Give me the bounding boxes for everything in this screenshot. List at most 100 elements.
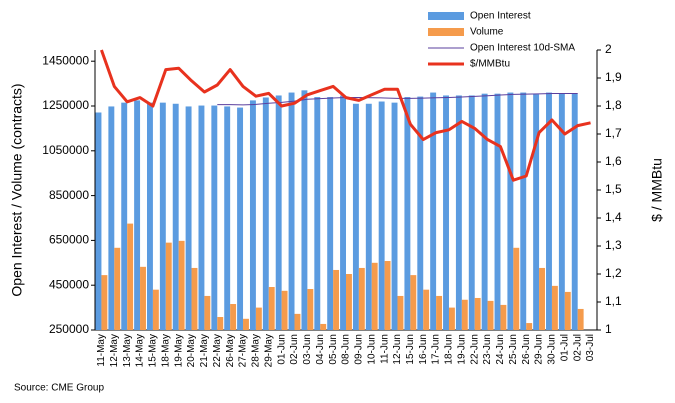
x-tick-label: 03-Jun <box>302 334 313 365</box>
bar <box>320 323 327 330</box>
bar <box>448 307 455 330</box>
x-tick-label: 22-Jun <box>469 334 480 365</box>
bar <box>500 304 507 330</box>
x-tick-label: 12-Jun <box>392 334 403 365</box>
bar <box>507 92 514 330</box>
bar <box>101 275 108 330</box>
bar <box>423 289 430 330</box>
y2-tick-label: 2 <box>605 42 612 56</box>
y2-tick-label: 1,6 <box>605 154 622 168</box>
bar <box>365 103 372 330</box>
x-tick-label: 18-Jun <box>444 334 455 365</box>
bar <box>288 92 295 330</box>
bar <box>384 261 391 330</box>
y2-tick-label: 1,7 <box>605 126 622 140</box>
bar <box>307 289 314 330</box>
x-tick-label: 30-Jun <box>547 334 558 365</box>
bar <box>443 95 449 330</box>
bar <box>230 304 237 330</box>
bar <box>294 313 301 330</box>
x-tick-label: 15-Jun <box>405 334 416 365</box>
x-tick-label: 28-May <box>251 334 262 367</box>
x-tick-label: 11-Jun <box>379 334 390 364</box>
y2-tick-label: 1,9 <box>605 70 622 84</box>
bar <box>404 97 411 330</box>
bar <box>121 102 128 330</box>
x-tick-label: 16-Jun <box>418 334 429 365</box>
bar <box>159 102 166 330</box>
y2-tick-label: 1,3 <box>605 238 622 252</box>
bar <box>391 102 398 330</box>
line <box>100 49 591 182</box>
x-tick-label: 21-May <box>199 334 210 367</box>
x-tick-label: 12-May <box>109 334 120 367</box>
bar <box>147 102 153 330</box>
bar <box>371 262 378 330</box>
x-tick-label: 11-May <box>96 334 107 367</box>
x-tick-label: 18-May <box>160 334 171 367</box>
y2-tick-label: 1 <box>605 322 612 336</box>
bar <box>577 308 584 330</box>
y-tick-label: 250000 <box>49 322 89 336</box>
legend-label: Open Interest <box>470 11 531 22</box>
x-tick-label: 10-Jun <box>366 334 377 365</box>
y-tick-label: 1450000 <box>42 53 89 67</box>
bar <box>204 295 211 330</box>
bar <box>165 242 172 330</box>
bar <box>140 266 146 330</box>
bar <box>513 247 520 330</box>
bar <box>564 291 571 330</box>
y2-tick-label: 1,5 <box>605 182 622 196</box>
bar <box>455 95 462 330</box>
x-tick-label: 04-Jun <box>315 334 326 365</box>
bar <box>114 247 121 330</box>
x-tick-label: 01-Jul <box>559 334 570 361</box>
bar <box>378 101 385 331</box>
bar <box>152 289 159 330</box>
bar <box>539 267 545 330</box>
bar <box>108 106 115 330</box>
y2-axis-title: $ / MMBtu <box>649 158 665 222</box>
bar <box>262 97 269 330</box>
bar <box>481 93 488 331</box>
x-tick-label: 02-Jul <box>572 334 583 361</box>
y-tick-label: 450000 <box>49 277 89 291</box>
x-tick-label: 19-Jun <box>456 334 467 365</box>
bar <box>217 317 224 330</box>
bar <box>397 295 404 330</box>
x-tick-label: 29-Jun <box>534 334 545 365</box>
x-tick-label: 01-Jun <box>276 334 287 365</box>
bar <box>95 112 102 330</box>
bar <box>352 103 359 330</box>
bar <box>474 297 481 330</box>
bar <box>546 92 552 330</box>
x-tick-label: 29-May <box>263 334 274 367</box>
x-tick-label: 23-Jun <box>482 334 493 365</box>
x-tick-label: 26-Jun <box>521 334 532 365</box>
bar <box>314 97 321 330</box>
x-tick-label: 26-May <box>225 334 236 367</box>
bar <box>172 103 179 330</box>
y2-tick-label: 1,1 <box>605 294 622 308</box>
bar <box>526 323 533 330</box>
y2-tick-label: 1,4 <box>605 210 622 224</box>
bar <box>224 106 231 330</box>
x-tick-label: 20-May <box>186 334 197 367</box>
legend-label: Open Interest 10d-SMA <box>470 43 575 54</box>
bar <box>358 267 365 330</box>
y-tick-label: 650000 <box>49 233 89 247</box>
y-tick-label: 1050000 <box>42 143 89 157</box>
y-tick-label: 1250000 <box>42 98 89 112</box>
legend-label: $/MMBtu <box>470 59 510 70</box>
bar <box>134 100 141 331</box>
bar <box>520 92 527 330</box>
x-tick-label: 19-May <box>173 334 184 367</box>
source: Source: CME Group <box>14 383 104 394</box>
x-tick-label: 03-Jul <box>585 334 596 361</box>
bar <box>430 92 437 330</box>
bar <box>178 240 185 330</box>
bar <box>268 286 275 330</box>
bar <box>211 105 218 330</box>
bar <box>333 269 340 330</box>
